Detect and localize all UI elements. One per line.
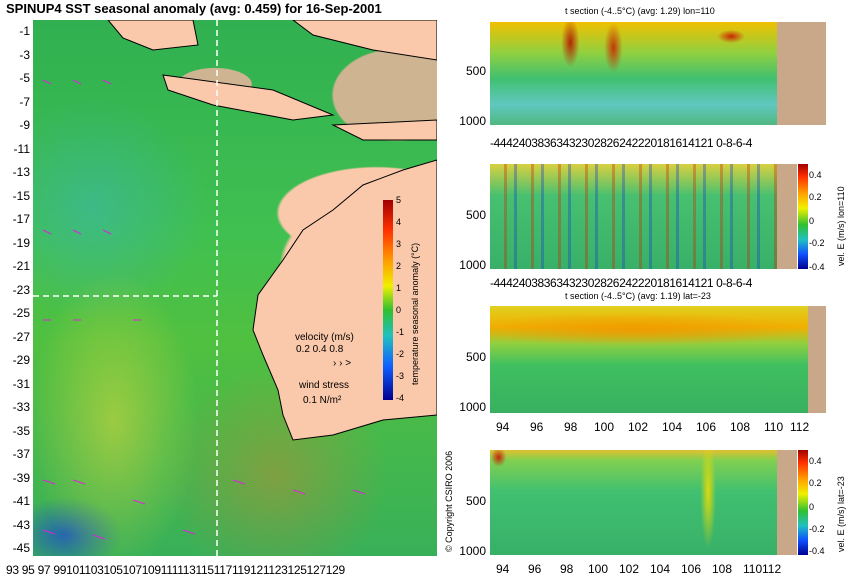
panel-b-section[interactable]	[490, 164, 777, 269]
panel-d-section[interactable]	[490, 450, 777, 555]
panel-d-colorbar	[798, 450, 808, 555]
panel-b-colorbar	[798, 164, 808, 269]
sst-anomaly-map[interactable]: velocity (m/s) 0.2 0.4 0.8 › › > wind st…	[33, 20, 437, 556]
panel-a-section[interactable]	[490, 22, 777, 125]
panel-c-land	[808, 306, 826, 413]
panel-b-cbar-tick: 0.2	[809, 192, 822, 202]
velocity-arrow-icon: › › >	[333, 358, 352, 369]
wind-vectors	[42, 79, 366, 540]
sst-colorbar-label: temperature seasonal anomaly (°C)	[410, 242, 420, 385]
panel-a-ytick: 500	[465, 64, 486, 78]
lon-axis: 93 95 97 9910110310510710911111311511711…	[6, 563, 345, 577]
panel-d-xticks: 94 96 98 100 102 104 106 108 110 112	[496, 562, 782, 576]
panel-b-xticks: -44424038363432302826242220181614121 0-8…	[490, 276, 752, 290]
panel-b-colorbar-label: vel. E (m/s) lon=110	[836, 186, 846, 266]
page-title: SPINUP4 SST seasonal anomaly (avg: 0.459…	[6, 1, 382, 16]
sst-colorbar	[383, 200, 393, 400]
land-sumatra	[107, 20, 199, 51]
land-lesser-sunda	[331, 119, 437, 141]
panel-d-cbar-tick: 0.4	[809, 456, 822, 466]
panel-b-ytick: 500	[465, 208, 486, 222]
panel-b-cbar-tick: -0.4	[809, 262, 825, 272]
panel-d-ytick: 1000	[459, 544, 486, 558]
panel-d-colorbar-label: vel. E (m/s) lat=-23	[836, 476, 846, 552]
panel-d-ytick: 500	[465, 494, 486, 508]
map-overlay	[33, 20, 437, 556]
panel-c-ytick: 500	[465, 350, 486, 364]
panel-b-cbar-tick: 0.4	[809, 170, 822, 180]
sst-colorbar-ticks: 5 4 3 2 1 0 -1 -2 -3 -4	[396, 195, 405, 403]
panel-b-ytick: 1000	[459, 258, 486, 272]
panel-d-cbar-tick: 0	[809, 502, 815, 512]
panel-b-cbar-tick: 0	[809, 216, 815, 226]
panel-d-cbar-tick: -0.4	[809, 546, 825, 556]
panel-d-land	[777, 450, 797, 555]
panel-c-xticks: 94 96 98 100 102 104 106 108 110 112	[496, 420, 810, 434]
panel-a-title: t section (-4..5°C) (avg: 1.29) lon=110	[565, 6, 715, 16]
velocity-values: 0.2 0.4 0.8	[296, 344, 344, 355]
panel-c-section[interactable]	[490, 306, 808, 413]
panel-a-xticks: -44424038363432302826242220181614121 0-8…	[490, 136, 752, 150]
panel-a-land	[777, 22, 826, 125]
panel-c-ytick: 1000	[459, 400, 486, 414]
wind-stress-value: 0.1 N/m²	[303, 395, 342, 406]
land-borneo	[292, 20, 437, 61]
wind-stress-label: wind stress	[299, 380, 350, 391]
velocity-label: velocity (m/s)	[295, 332, 354, 343]
panel-a-ytick: 1000	[459, 114, 486, 128]
panel-b-land	[777, 164, 797, 269]
panel-b-cbar-tick: -0.2	[809, 238, 825, 248]
land-java	[162, 74, 335, 121]
panel-d-cbar-tick: 0.2	[809, 478, 822, 488]
panel-d-cbar-tick: -0.2	[809, 524, 825, 534]
panel-c-title: t section (-4..5°C) (avg: 1.19) lat=-23	[565, 291, 711, 301]
